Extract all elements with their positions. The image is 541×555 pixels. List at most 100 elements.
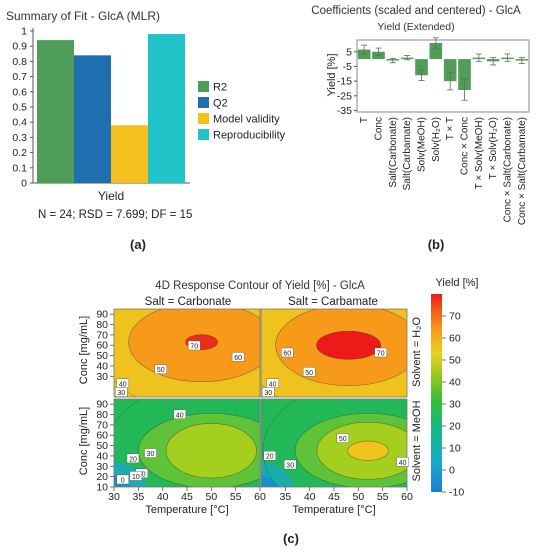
chart-c-contour-label: 50 (305, 370, 313, 377)
chart-b-x-tick-label: Salt(Carbamate) (402, 117, 413, 190)
chart-c-contour-label-box (374, 347, 387, 358)
chart-c-panel-carbonate-h2o: 40 50 60 70 30 (113, 308, 261, 398)
chart-a-y-tick-label: 0.9 (12, 41, 27, 53)
chart-b-x-tick-label: Conc (374, 117, 385, 140)
chart-c-contour-label: 30 (147, 451, 155, 458)
chart-b-x-tick-label: Conc × Salt(Carbonate) (503, 117, 514, 222)
chart-b-y-tick-label: -35 (337, 105, 352, 117)
chart-c-contour-label: 40 (119, 381, 127, 388)
chart-c-contour-label-box (284, 459, 297, 470)
chart-c-contour-label: 0 (121, 477, 125, 484)
chart-c-panel-fills (261, 399, 407, 487)
chart-a-y-tick-label: 0.8 (12, 56, 27, 68)
chart-a-legend-swatch (198, 81, 209, 92)
chart-c-contour-label-box (173, 409, 186, 420)
chart-c-contour-label-box (336, 433, 349, 443)
chart-c-y-tick-label: 70 (96, 419, 108, 431)
chart-c-contour-label-box (154, 364, 167, 374)
chart-b-x-tick-label: T (359, 117, 370, 123)
chart-a-y-tick-label: 0.7 (12, 71, 27, 83)
chart-b-subtitle: Yield (Extended) (377, 21, 454, 33)
chart-c-y-label-top: Conc [mg/mL] (78, 316, 90, 384)
chart-c-y-tick-label: 30 (96, 461, 108, 473)
chart-c-panel-carbamate-meoh: 50 40 30 20 (260, 398, 409, 488)
chart-b-y-ticks: 5 -5 -15 -25 -35 (337, 46, 357, 117)
chart-c-colorbar-ticks: 70 60 50 40 30 20 10 0 -10 (442, 311, 464, 499)
chart-c-contour-label: 50 (157, 367, 165, 374)
chart-c-contour-label: 40 (176, 412, 184, 419)
chart-a-legend-swatch (198, 113, 209, 124)
chart-c-colorbar-title: Yield [%] (435, 277, 478, 289)
chart-c-contour-label-box (126, 453, 140, 464)
panel-label-b: (b) (428, 237, 445, 252)
chart-a-bar-r2 (37, 40, 74, 184)
chart-a-y-tick-label: 0.4 (12, 117, 27, 129)
chart-c-x-tick-label: 50 (205, 491, 217, 503)
chart-c-y-label-bottom: Conc [mg/mL] (78, 407, 90, 475)
chart-c-contour-label: 60 (234, 355, 242, 362)
chart-c-x-tick-label: 40 (157, 491, 169, 503)
chart-b-x-tick-label: Solv(MeOH) (417, 117, 428, 172)
chart-c-contour-band (261, 474, 278, 487)
chart-c-y-tick-label: 80 (96, 409, 108, 421)
chart-a-y-tick-label: 0.2 (12, 147, 27, 159)
chart-b-x-tick-label: T × T (445, 117, 456, 140)
chart-c-contour-label-box (262, 387, 275, 397)
chart-c-contour-label-box (281, 347, 294, 358)
chart-a-y-tick-label: 1 (21, 26, 27, 38)
chart-b-bars (357, 37, 529, 101)
chart-c-y-tick-label: 90 (96, 309, 108, 321)
chart-c-y-tick-label: 20 (96, 471, 108, 483)
chart-b-x-tick-label: Salt(Carbonate) (388, 117, 399, 188)
chart-a-y-tick-label: 0.1 (12, 162, 27, 174)
chart-c-colorbar-tick-label: 30 (449, 399, 461, 411)
chart-c-colorbar (431, 294, 442, 492)
chart-c-y-tick-label: 70 (96, 329, 108, 341)
chart-c-panel-carbamate-h2o: 40 50 60 70 30 (260, 308, 408, 398)
summary-of-fit-chart: Summary of Fit - GlcA (MLR) 0 0.1 0.2 0.3 0.… (6, 9, 286, 252)
chart-c-x-tick-label: 45 (328, 491, 340, 503)
chart-a-y-tick-label: 0.3 (12, 132, 27, 144)
chart-c-x-tick-label: 60 (401, 491, 413, 503)
chart-b-y-tick-label: -15 (337, 76, 352, 88)
chart-c-contour-label: 40 (399, 460, 407, 467)
chart-c-x-ticks: 30 35 40 45 50 55 60 35 40 45 50 55 60 (108, 487, 413, 503)
chart-c-contour-band (165, 423, 257, 479)
chart-a-title: Summary of Fit - GlcA (MLR) (6, 9, 160, 23)
chart-c-colorbar-tick-label: 0 (449, 465, 455, 477)
chart-c-panel-fills (261, 309, 407, 397)
chart-c-y-tick-label: 40 (96, 450, 108, 462)
chart-c-contour-label-box (263, 451, 276, 461)
chart-c-x-tick-label: 55 (377, 491, 389, 503)
response-contour-chart: 4D Response Contour of Yield [%] - GlcA … (78, 277, 479, 546)
chart-b-bar (429, 42, 443, 60)
chart-c-contour-label: 50 (339, 436, 347, 443)
chart-c-x-tick-label: 30 (108, 491, 120, 503)
chart-c-y-tick-label: 10 (96, 482, 108, 494)
chart-c-y-tick-label: 60 (96, 340, 108, 352)
chart-c-contour-label-box (129, 471, 143, 481)
chart-c-contour-label: 40 (269, 381, 277, 388)
chart-c-contour-label-box (396, 457, 409, 467)
chart-c-contour-label-box (115, 387, 128, 397)
chart-a-legend-label: Reproducibility (213, 130, 286, 142)
chart-a-bar-q2 (74, 55, 111, 183)
chart-c-contour-label: 60 (283, 351, 291, 358)
chart-c-col-label-carbonate: Salt = Carbonate (145, 296, 232, 308)
chart-c-colorbar-tick-label: 40 (449, 377, 461, 389)
chart-c-contour-label: 30 (286, 463, 294, 470)
chart-a-y-ticks: 0 0.1 0.2 0.3 0.4 0.5 0.6 0.7 0.8 0.9 1 (12, 26, 33, 190)
chart-c-x-tick-label: 55 (230, 491, 242, 503)
chart-c-contour-panels: 405060703040506070304030202010050403020 (113, 308, 409, 488)
chart-a-x-label: Yield (98, 189, 124, 203)
chart-c-colorbar-tick-label: 70 (449, 311, 461, 323)
chart-b-plot-frame (356, 39, 530, 113)
chart-c-y-tick-label: 90 (96, 399, 108, 411)
chart-c-colorbar-tick-label: -10 (449, 487, 464, 499)
chart-c-y-tick-label: 80 (96, 319, 108, 331)
chart-c-contour-label: 20 (266, 454, 274, 461)
chart-c-x-tick-label: 45 (181, 491, 193, 503)
chart-b-y-tick-label: -5 (343, 61, 352, 73)
panel-label-a: (a) (130, 237, 146, 252)
